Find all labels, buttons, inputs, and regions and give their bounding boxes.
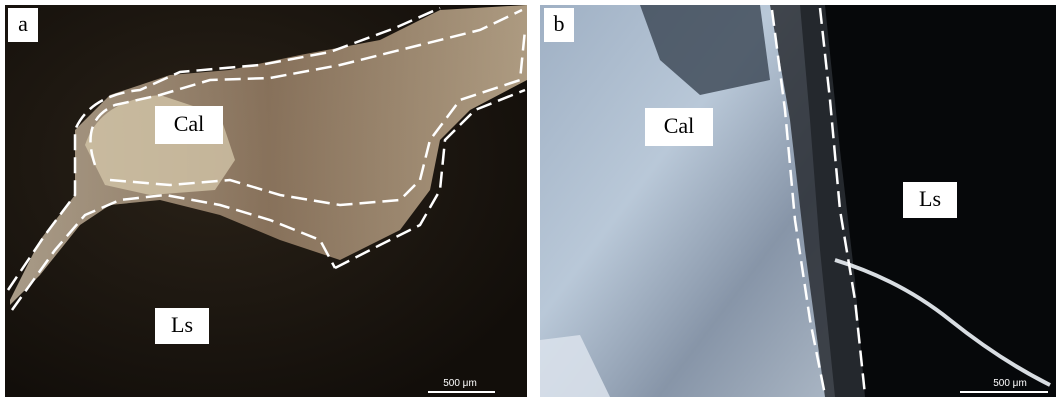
annotation: Cal — [664, 113, 695, 138]
panel-label: a — [18, 11, 28, 36]
scale-bar-label: 500 μm — [443, 378, 477, 389]
panel-a: a Cal Ls 500 μm — [5, 5, 527, 397]
panel-b: b Cal Ls 500 μm — [540, 5, 1056, 397]
annotation: Ls — [919, 186, 941, 211]
figure: a Cal Ls 500 μm b Cal Ls 500 μm — [0, 0, 1058, 399]
annotation: Cal — [174, 111, 205, 136]
annotation: Ls — [171, 312, 193, 337]
panel-label: b — [554, 11, 565, 36]
scale-bar-label: 500 μm — [993, 378, 1027, 389]
